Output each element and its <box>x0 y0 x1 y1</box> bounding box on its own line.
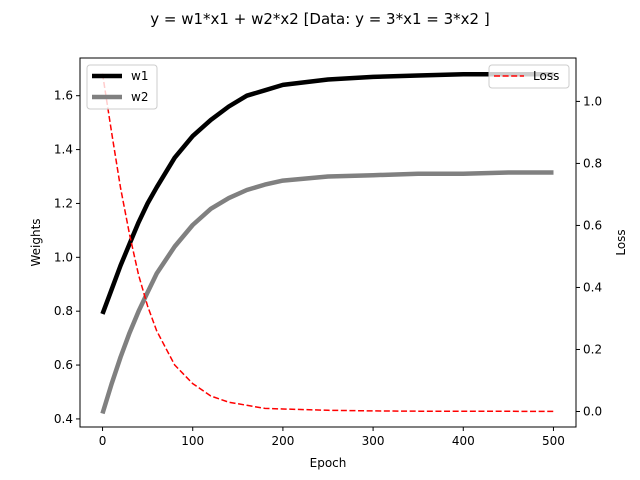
y-axis-right-label: Loss <box>614 229 628 255</box>
x-tick-label: 400 <box>452 434 475 448</box>
y-left-tick-label: 0.8 <box>54 304 73 318</box>
legend-label-w2: w2 <box>131 90 148 104</box>
y-right-tick-label: 0.0 <box>583 404 602 418</box>
y-left-tick-label: 1.4 <box>54 143 73 157</box>
y-left-tick-label: 1.2 <box>54 196 73 210</box>
y-left-tick-label: 1.0 <box>54 250 73 264</box>
y-left-tick-label: 0.4 <box>54 412 73 426</box>
x-tick-label: 200 <box>271 434 294 448</box>
series-line-w2 <box>100 170 554 415</box>
x-tick-label: 100 <box>181 434 204 448</box>
legend-left: w1 w2 <box>86 64 158 110</box>
y-right-tick-label: 0.4 <box>583 280 602 294</box>
legend-right: Loss <box>488 64 570 89</box>
x-axis-label: Epoch <box>310 456 347 470</box>
y-right-tick-label: 1.0 <box>583 94 602 108</box>
plot-layer <box>100 71 554 415</box>
x-tick-label: 500 <box>542 434 565 448</box>
x-tick-label: 300 <box>362 434 385 448</box>
ticks-layer: 0 100 200 300 400 500 0.4 0.6 0.8 1.0 1.2 1.4 1.6 0.0… <box>54 89 602 448</box>
y-right-tick-label: 0.2 <box>583 342 602 356</box>
x-tick-label: 0 <box>99 434 107 448</box>
y-left-tick-label: 1.6 <box>54 89 73 103</box>
y-axis-left-label: Weights <box>29 218 43 266</box>
y-left-tick-label: 0.6 <box>54 358 73 372</box>
series-line-loss <box>101 73 554 413</box>
chart-title: y = w1*x1 + w2*x2 [Data: y = 3*x1 = 3*x2… <box>150 10 489 28</box>
legend-right-box <box>488 64 570 89</box>
y-right-tick-label: 0.8 <box>583 156 602 170</box>
plot-frame <box>79 57 577 428</box>
legend-label-w1: w1 <box>131 69 148 83</box>
legend-label-loss: Loss <box>533 69 559 83</box>
y-right-tick-label: 0.6 <box>583 218 602 232</box>
